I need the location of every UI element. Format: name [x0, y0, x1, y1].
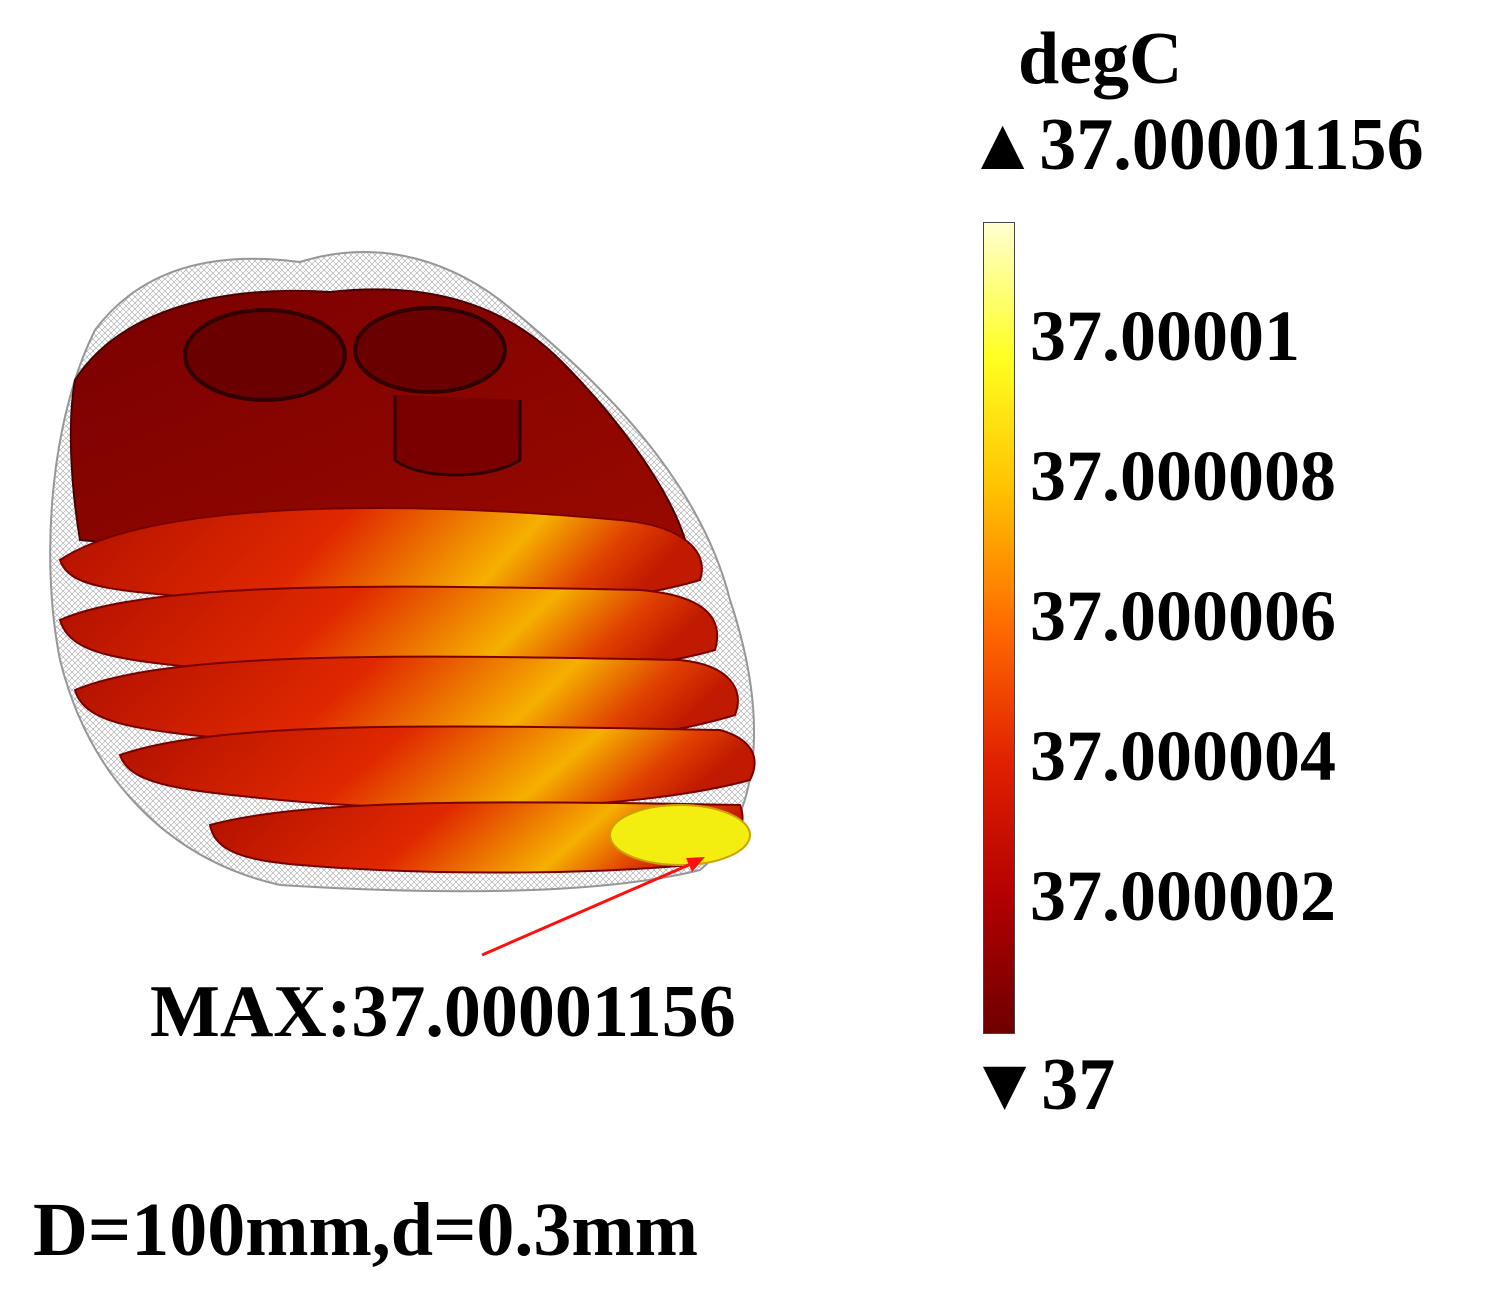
legend-unit: degC [1018, 18, 1183, 100]
max-arrow-head [686, 857, 705, 872]
legend-tick: 37.000002 [1030, 856, 1336, 936]
valve-ring-right [353, 306, 507, 394]
legend-min-label: ▼37 [968, 1044, 1116, 1126]
legend-tick: 37.00001 [1030, 296, 1300, 376]
max-annotation: MAX:37.00001156 [150, 971, 736, 1053]
max-arrow-line [481, 858, 701, 957]
legend-tick: 37.000004 [1030, 716, 1336, 796]
color-scale-bar [983, 222, 1015, 1034]
max-hotspot [609, 804, 751, 866]
legend-max-label: ▲37.00001156 [966, 104, 1424, 186]
legend-tick: 37.000006 [1030, 576, 1336, 656]
vessel-tube [393, 395, 522, 477]
valve-ring-left [183, 308, 347, 402]
coil-band-4 [118, 725, 756, 810]
figure-caption: D=100mm,d=0.3mm [33, 1188, 698, 1272]
legend-tick: 37.000008 [1030, 436, 1336, 516]
